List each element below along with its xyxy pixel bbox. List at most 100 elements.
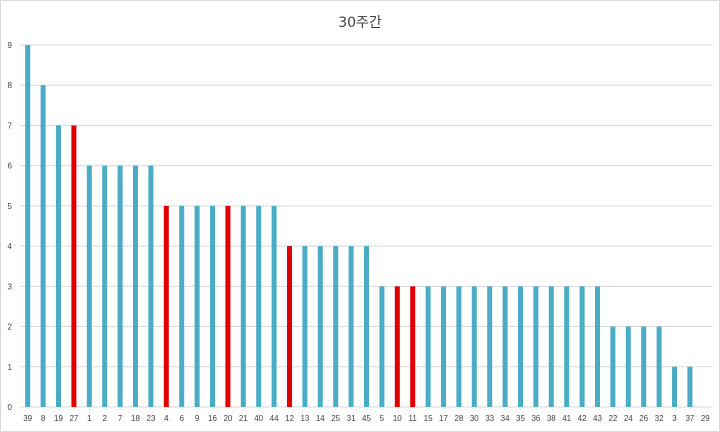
- bar-9: [194, 205, 200, 407]
- bar-43: [595, 286, 600, 407]
- bar-34: [502, 286, 508, 407]
- x-tick-label: 18: [131, 414, 140, 423]
- x-tick-label: 10: [393, 414, 402, 423]
- x-tick-label: 2: [102, 414, 107, 423]
- y-tick-label: 2: [8, 323, 13, 332]
- bar-41: [564, 286, 570, 407]
- bar-39: [25, 45, 31, 407]
- bar-4: [163, 205, 169, 407]
- x-tick-label: 32: [655, 414, 664, 423]
- x-tick-label: 12: [285, 414, 294, 423]
- bar-2: [102, 165, 108, 407]
- x-tick-label: 16: [208, 414, 217, 423]
- bar-38: [548, 286, 554, 407]
- x-tick-label: 25: [331, 414, 340, 423]
- x-tick-label: 40: [254, 414, 263, 423]
- bar-20: [225, 205, 231, 407]
- x-tick-label: 28: [454, 414, 463, 423]
- x-tick-label: 34: [501, 414, 510, 423]
- x-tick-label: 30: [470, 414, 479, 423]
- bar-18: [133, 165, 138, 407]
- x-tick-label: 38: [547, 414, 556, 423]
- bar-24: [625, 326, 631, 407]
- y-tick-label: 4: [8, 242, 13, 251]
- x-tick-label: 43: [593, 414, 602, 423]
- bar-10: [394, 286, 400, 407]
- x-tick-label: 13: [300, 414, 309, 423]
- bar-28: [456, 286, 462, 407]
- bar-45: [364, 246, 369, 407]
- x-tick-label: 11: [409, 414, 418, 423]
- bar-25: [333, 246, 339, 407]
- bar-1: [86, 165, 92, 407]
- x-tick-label: 20: [223, 414, 232, 423]
- x-tick-label: 3: [672, 414, 677, 423]
- x-tick-label: 22: [608, 414, 617, 423]
- x-tick-label: 37: [685, 414, 694, 423]
- bar-36: [533, 286, 539, 407]
- bar-26: [641, 326, 647, 407]
- bar-40: [256, 205, 262, 407]
- bar-33: [487, 286, 493, 407]
- x-tick-label: 24: [624, 414, 633, 423]
- bar-14: [317, 246, 323, 407]
- x-tick-label: 42: [578, 414, 587, 423]
- bar-31: [348, 246, 354, 407]
- bar-8: [40, 85, 46, 407]
- bar-27: [71, 125, 77, 407]
- x-tick-label: 14: [316, 414, 325, 423]
- x-tick-label: 31: [347, 414, 356, 423]
- x-tick-label: 15: [424, 414, 433, 423]
- x-tick-label: 21: [239, 414, 248, 423]
- bar-11: [410, 286, 416, 407]
- x-tick-label: 45: [362, 414, 371, 423]
- y-tick-label: 0: [8, 403, 13, 412]
- x-tick-label: 19: [54, 414, 63, 423]
- x-tick-label: 17: [439, 414, 448, 423]
- bar-44: [271, 205, 277, 407]
- y-tick-label: 1: [8, 363, 13, 372]
- bar-3: [672, 366, 677, 407]
- bar-23: [148, 165, 154, 407]
- y-tick-label: 5: [8, 202, 13, 211]
- x-tick-label: 26: [639, 414, 648, 423]
- bar-30: [471, 286, 477, 407]
- x-tick-label: 1: [87, 414, 92, 423]
- bar-42: [579, 286, 585, 407]
- x-tick-label: 9: [195, 414, 200, 423]
- bar-19: [56, 125, 61, 407]
- bar-7: [117, 165, 123, 407]
- bar-5: [379, 286, 385, 407]
- x-tick-label: 7: [118, 414, 123, 423]
- bar-13: [302, 246, 308, 407]
- x-tick-label: 41: [562, 414, 571, 423]
- bar-16: [210, 205, 215, 407]
- x-tick-label: 39: [23, 414, 32, 423]
- x-tick-label: 8: [41, 414, 46, 423]
- bar-6: [179, 205, 185, 407]
- y-tick-label: 8: [8, 81, 13, 90]
- x-tick-label: 27: [69, 414, 78, 423]
- bar-21: [240, 205, 246, 407]
- x-tick-label: 33: [485, 414, 494, 423]
- x-tick-label: 23: [146, 414, 155, 423]
- bar-37: [687, 366, 693, 407]
- x-tick-label: 36: [531, 414, 540, 423]
- x-tick-label: 4: [164, 414, 169, 423]
- bar-35: [518, 286, 523, 407]
- bar-17: [441, 286, 446, 407]
- bar-15: [425, 286, 431, 407]
- x-tick-label: 29: [701, 414, 710, 423]
- x-tick-label: 6: [179, 414, 184, 423]
- x-tick-label: 5: [380, 414, 385, 423]
- bar-22: [610, 326, 616, 407]
- x-tick-label: 35: [516, 414, 525, 423]
- x-tick-label: 44: [270, 414, 279, 423]
- y-tick-label: 6: [8, 162, 13, 171]
- bar-32: [656, 326, 662, 407]
- y-tick-label: 9: [8, 41, 13, 50]
- y-tick-label: 7: [8, 121, 13, 130]
- y-tick-label: 3: [8, 282, 13, 291]
- chart-title: 30주간: [338, 15, 382, 31]
